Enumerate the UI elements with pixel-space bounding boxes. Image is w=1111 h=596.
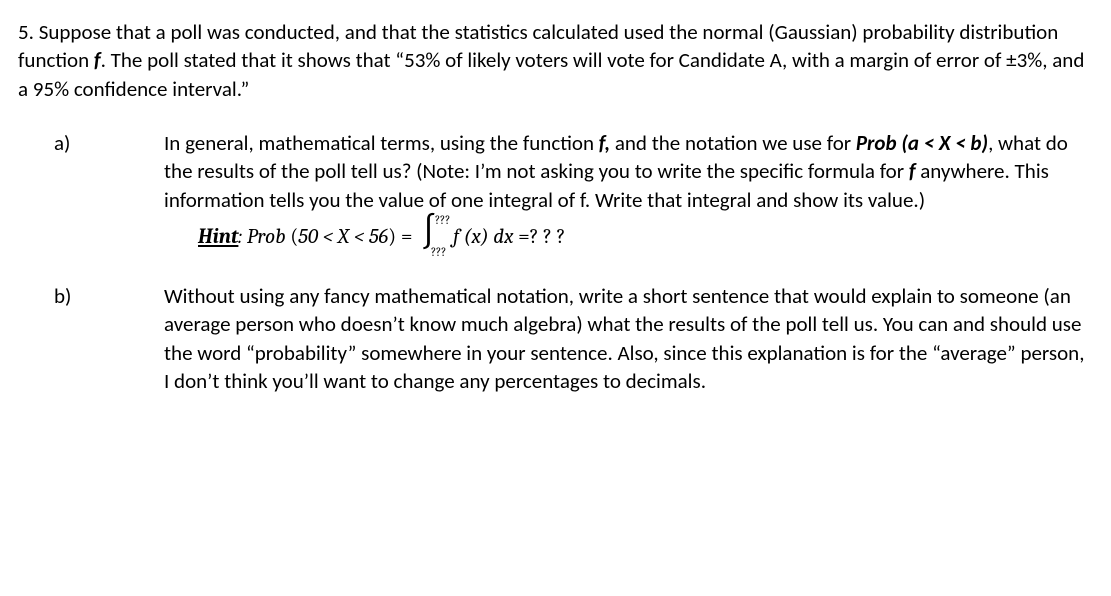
hint-eq2: = [518, 225, 530, 249]
hint-dx: dx [489, 225, 518, 249]
hint-prob: Prob [247, 225, 290, 249]
hint-fx: f (x) [453, 225, 489, 249]
part-a-body: In general, mathematical terms, using th… [164, 129, 1093, 282]
a-prob-expr: Prob (a < X < b) [856, 130, 988, 156]
integral-lower: ??? [431, 244, 446, 260]
intro-pm: ±3% [1006, 47, 1042, 73]
hint-label: Hint [198, 225, 238, 249]
part-b-row: b) Without using any fancy mathematical … [18, 282, 1093, 395]
problem-intro: 5. Suppose that a poll was conducted, an… [18, 18, 1093, 103]
part-a-row: a) In general, mathematical terms, using… [18, 129, 1093, 282]
part-b-body: Without using any fancy mathematical not… [164, 282, 1093, 395]
hint-eq1: = [401, 225, 417, 249]
a-line1-post: and the notation we use for [610, 130, 856, 156]
a-line1-pre: In general, mathematical terms, using th… [164, 130, 599, 156]
part-a-label: a) [18, 129, 164, 157]
page-root: 5. Suppose that a poll was conducted, an… [0, 0, 1111, 413]
hint-colon: : [238, 225, 246, 249]
hint-qmarks: ? ? ? [530, 225, 566, 249]
hint-close: ) [388, 225, 401, 249]
integral-icon: ∫ ??? ??? [421, 220, 451, 256]
hint-expr-left: 50 < X < 56 [298, 225, 388, 249]
a-f: f, [599, 130, 610, 156]
intro-after-f: . The poll stated that it shows that “53… [101, 47, 1007, 73]
hint-row: Hint: Prob (50 < X < 56) = ∫ ??? ??? f (… [164, 220, 1093, 256]
intro-f: f [94, 47, 101, 73]
integral-upper: ??? [435, 212, 450, 228]
part-b-label: b) [18, 282, 164, 310]
